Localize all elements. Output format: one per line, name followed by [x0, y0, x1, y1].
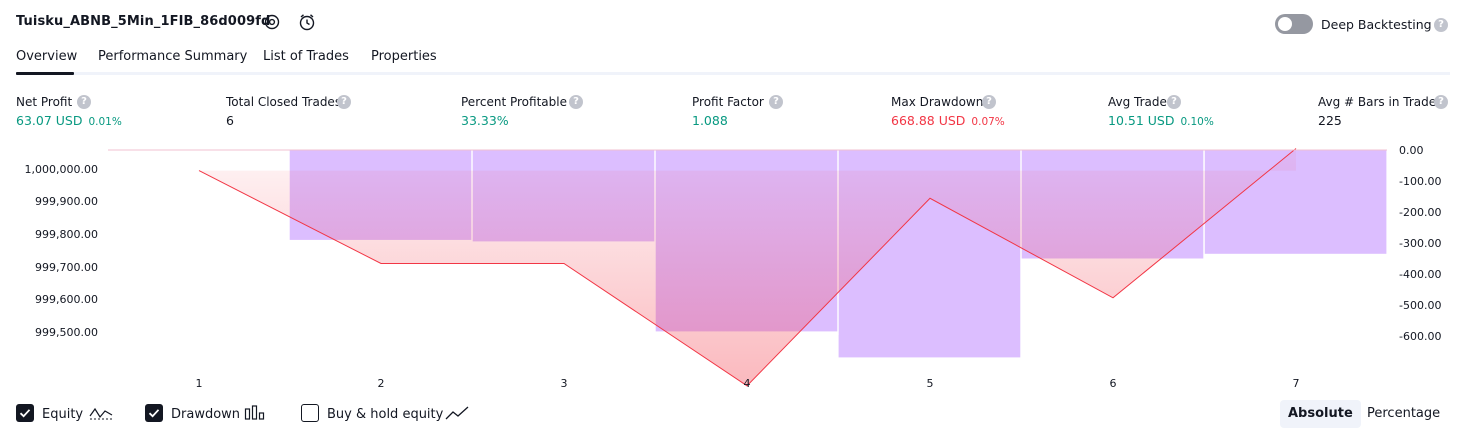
tabs-divider: [16, 72, 1450, 75]
stat-value-text: 6: [226, 113, 234, 128]
stat-value-text: 10.51 USD: [1108, 113, 1175, 128]
absolute-button[interactable]: Absolute: [1280, 400, 1361, 428]
stat-help-icon[interactable]: ?: [569, 95, 583, 109]
stat-label: Max Drawdown: [891, 95, 984, 109]
buyhold-label[interactable]: Buy & hold equity: [327, 407, 444, 422]
buyhold-line-icon: [445, 404, 469, 426]
stat-value: 6: [226, 113, 234, 128]
stat-help-icon[interactable]: ?: [982, 95, 996, 109]
tab-overview[interactable]: Overview: [16, 49, 78, 64]
equity-checkbox[interactable]: [16, 404, 34, 422]
stat-label: Profit Factor: [692, 95, 764, 109]
drawdown-bars-icon: [244, 404, 266, 426]
x-tick: 5: [926, 377, 934, 390]
y-right-tick: -500.00: [1399, 299, 1442, 312]
y-right-tick: -300.00: [1399, 237, 1442, 250]
alert-clock-icon[interactable]: [297, 12, 317, 32]
y-left-tick: 999,500.00: [35, 326, 98, 339]
stat-label: Percent Profitable: [461, 95, 567, 109]
x-tick: 4: [743, 377, 751, 390]
settings-icon[interactable]: [262, 12, 282, 32]
x-tick: 3: [560, 377, 568, 390]
stat-label: Net Profit: [16, 95, 73, 109]
stat-value: 225: [1318, 113, 1342, 128]
active-tab-indicator: [16, 72, 74, 75]
x-tick: 6: [1109, 377, 1117, 390]
percentage-button[interactable]: Percentage: [1367, 406, 1441, 421]
deep-backtesting-toggle[interactable]: [1275, 14, 1313, 34]
stat-value-text: 63.07 USD: [16, 113, 83, 128]
stat-value-text: 33.33%: [461, 113, 509, 128]
stat-value: 63.07 USD 0.01%: [16, 113, 122, 128]
stat-value: 33.33%: [461, 113, 509, 128]
y-right-tick: -400.00: [1399, 268, 1442, 281]
stat-label: Avg Trade: [1108, 95, 1167, 109]
y-left-tick: 999,700.00: [35, 261, 98, 274]
y-right-tick: -100.00: [1399, 175, 1442, 188]
stat-percent: 0.07%: [971, 116, 1005, 128]
y-left-tick: 1,000,000.00: [24, 163, 98, 176]
y-left-tick: 999,900.00: [35, 195, 98, 208]
equity-line: [198, 148, 1297, 387]
x-tick: 2: [377, 377, 385, 390]
stat-help-icon[interactable]: ?: [1167, 95, 1181, 109]
stat-value: 668.88 USD 0.07%: [891, 113, 1005, 128]
stat-value-text: 225: [1318, 113, 1342, 128]
y-left-tick: 999,800.00: [35, 228, 98, 241]
stat-value: 1.088: [692, 113, 728, 128]
equity-area: [199, 148, 1296, 386]
buyhold-checkbox[interactable]: [301, 404, 319, 422]
stat-help-icon[interactable]: ?: [77, 95, 91, 109]
x-tick: 1: [195, 377, 203, 390]
stat-value-text: 668.88 USD: [891, 113, 966, 128]
x-tick: 7: [1292, 377, 1300, 390]
tab-list-of-trades[interactable]: List of Trades: [263, 49, 349, 64]
stat-label: Avg # Bars in Trades: [1318, 95, 1443, 109]
drawdown-label[interactable]: Drawdown: [171, 407, 241, 422]
y-left-tick: 999,600.00: [35, 293, 98, 306]
help-icon[interactable]: ?: [1434, 18, 1448, 32]
equity-line-icon: [89, 404, 113, 426]
strategy-title: Tuisku_ABNB_5Min_1FIB_86d009fd: [16, 14, 271, 29]
y-right-tick: -600.00: [1399, 330, 1442, 343]
tab-properties[interactable]: Properties: [371, 49, 437, 64]
stat-label: Total Closed Trades: [226, 95, 342, 109]
stat-help-icon[interactable]: ?: [1434, 95, 1448, 109]
stat-help-icon[interactable]: ?: [337, 95, 351, 109]
y-right-tick: -200.00: [1399, 206, 1442, 219]
y-right-tick: 0.00: [1399, 144, 1424, 157]
tab-performance-summary[interactable]: Performance Summary: [98, 49, 248, 64]
drawdown-checkbox[interactable]: [145, 404, 163, 422]
stat-percent: 0.10%: [1180, 116, 1214, 128]
stat-help-icon[interactable]: ?: [769, 95, 783, 109]
equity-label[interactable]: Equity: [42, 407, 84, 422]
deep-backtesting-label: Deep Backtesting: [1321, 17, 1432, 32]
stat-percent: 0.01%: [88, 116, 122, 128]
stat-value-text: 1.088: [692, 113, 728, 128]
stat-value: 10.51 USD 0.10%: [1108, 113, 1214, 128]
